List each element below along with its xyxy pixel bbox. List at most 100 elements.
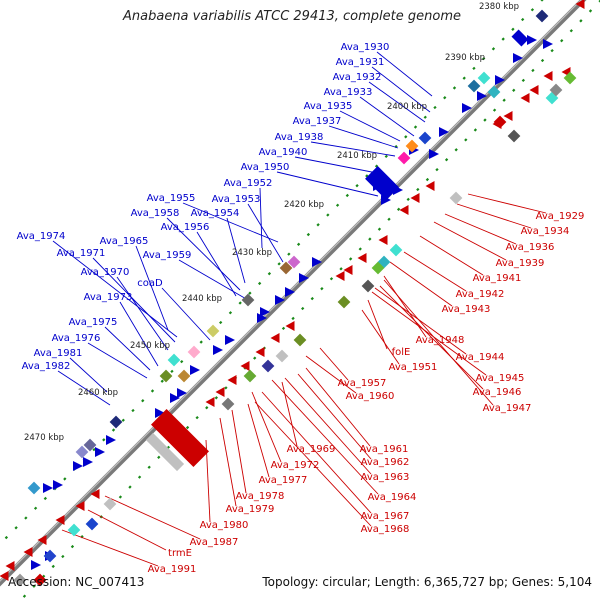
- reverse-gene-arrow: [75, 501, 85, 511]
- gene-label: Ava_1977: [259, 475, 308, 486]
- gene-block: [261, 359, 275, 373]
- gene-label: Ava_1965: [100, 236, 149, 247]
- gene-block: [293, 333, 307, 347]
- reverse-gene-arrow: [240, 361, 250, 371]
- leader-line: [403, 251, 467, 292]
- leader-line: [178, 259, 249, 301]
- gene-label: Ava_1974: [17, 231, 66, 242]
- gene-label: Ava_1933: [324, 87, 373, 98]
- leader-line: [276, 171, 379, 197]
- leader-line: [310, 141, 396, 157]
- gene-label: Ava_1941: [473, 273, 522, 284]
- forward-gene-arrow: [257, 313, 267, 323]
- leader-line: [61, 529, 159, 567]
- gene-block: [206, 324, 220, 338]
- gene-label: Ava_1932: [333, 72, 382, 83]
- forward-gene-arrow: [381, 195, 391, 205]
- gene-block: [167, 353, 181, 367]
- forward-gene-arrow: [53, 480, 63, 490]
- leader-line: [419, 235, 484, 276]
- forward-gene-arrow: [439, 127, 449, 137]
- gene-label: Ava_1961: [360, 444, 409, 455]
- leader-line: [57, 370, 111, 406]
- leader-line: [247, 403, 270, 478]
- leader-line: [161, 287, 211, 341]
- leader-line: [305, 367, 371, 447]
- forward-gene-arrow: [543, 39, 553, 49]
- gene-block: [477, 71, 491, 85]
- gene-block: [103, 497, 117, 511]
- gene-block-large: [511, 29, 529, 47]
- reverse-gene-arrow: [5, 561, 15, 571]
- gene-block: [241, 293, 255, 307]
- reverse-gene-arrow: [205, 397, 215, 407]
- gene-block: [67, 523, 81, 537]
- gene-label: Ava_1975: [69, 317, 118, 328]
- leader-line: [367, 299, 388, 350]
- leader-line: [383, 275, 427, 338]
- leader-line: [297, 373, 372, 460]
- scale-label: 2400 kbp: [387, 102, 427, 112]
- reverse-gene-arrow: [0, 571, 9, 581]
- gene-label: Ava_1937: [293, 116, 342, 127]
- leader-line: [247, 203, 284, 263]
- reverse-gene-arrow: [425, 181, 435, 191]
- reverse-gene-arrow: [343, 265, 353, 275]
- gene-block: [287, 255, 301, 269]
- leader-line: [456, 203, 532, 229]
- leader-line: [226, 217, 246, 284]
- gene-block: [493, 115, 507, 129]
- reverse-gene-arrow: [399, 205, 409, 215]
- gene-label: Ava_1960: [346, 391, 395, 402]
- gene-label: Ava_1971: [57, 248, 106, 259]
- gene-label: folE: [392, 347, 411, 358]
- gene-label: Ava_1970: [81, 267, 130, 278]
- leader-line: [135, 245, 169, 331]
- gene-label: Ava_1942: [456, 289, 505, 300]
- gene-label: Ava_1958: [131, 208, 180, 219]
- gene-label: Ava_1955: [147, 193, 196, 204]
- leader-line: [374, 287, 467, 355]
- gene-block: [361, 279, 375, 293]
- gene-label: Ava_1982: [22, 361, 71, 372]
- forward-gene-arrow: [429, 149, 439, 159]
- forward-gene-arrow: [213, 345, 223, 355]
- gene-label: Ava_1935: [304, 101, 353, 112]
- scale-label: 2430 kbp: [232, 248, 272, 258]
- gene-label: Ava_1938: [275, 132, 324, 143]
- scale-label: 2420 kbp: [284, 200, 324, 210]
- leader-line: [328, 125, 399, 149]
- gene-label: Ava_1981: [34, 348, 83, 359]
- gene-block: [275, 349, 289, 363]
- leader-line: [389, 261, 453, 307]
- reverse-gene-arrow: [285, 321, 295, 331]
- leader-line: [339, 110, 401, 142]
- forward-gene-arrow: [462, 103, 472, 113]
- gene-label: Ava_1944: [456, 352, 505, 363]
- leader-line: [294, 156, 383, 175]
- gene-label: Ava_1951: [389, 362, 438, 373]
- gene-label: Ava_1956: [161, 222, 210, 233]
- gene-label: Ava_1947: [483, 403, 532, 414]
- leader-line: [376, 51, 433, 97]
- leader-line: [383, 279, 494, 406]
- forward-gene-arrow: [299, 273, 309, 283]
- scale-label: 2380 kbp: [479, 2, 519, 12]
- forward-gene-arrow: [170, 393, 180, 403]
- scale-label: 2440 kbp: [182, 294, 222, 304]
- gene-label: Ava_1940: [259, 147, 308, 158]
- scale-labels: 2380 kbp 2390 kbp 2400 kbp 2410 kbp 2420 kbp…: [24, 2, 519, 443]
- reverse-gene-arrow: [255, 347, 265, 357]
- gene-block: [221, 397, 235, 411]
- leader-line: [52, 240, 178, 338]
- tick-ring-inner: [19, 0, 600, 600]
- gene-label: Ava_1930: [341, 42, 390, 53]
- map-title: Anabaena variabilis ATCC 29413, complete…: [122, 9, 461, 24]
- gene-block: [507, 129, 521, 143]
- gene-label: Ava_1962: [361, 457, 410, 468]
- leader-line: [87, 509, 167, 551]
- leader-line: [92, 257, 176, 343]
- reverse-gene-arrow: [227, 375, 237, 385]
- forward-gene-arrow: [225, 335, 235, 345]
- gene-label: Ava_1931: [336, 57, 385, 68]
